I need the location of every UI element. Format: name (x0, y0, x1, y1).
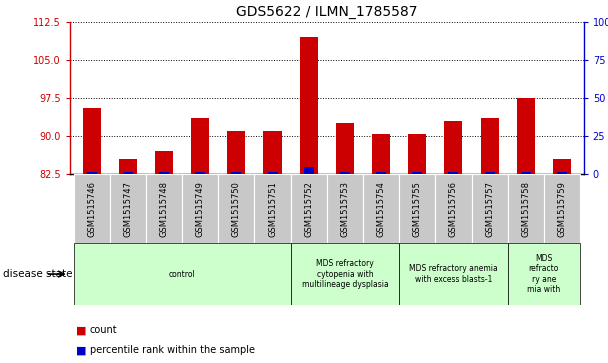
FancyBboxPatch shape (74, 174, 109, 243)
FancyBboxPatch shape (109, 174, 146, 243)
Text: GSM1515752: GSM1515752 (304, 181, 313, 237)
Bar (517, 98, 535, 174)
Text: GSM1515749: GSM1515749 (196, 181, 205, 237)
Bar (304, 167, 314, 174)
FancyBboxPatch shape (435, 174, 472, 243)
Text: GSM1515757: GSM1515757 (485, 181, 494, 237)
Title: GDS5622 / ILMN_1785587: GDS5622 / ILMN_1785587 (236, 5, 418, 19)
Bar (268, 172, 277, 174)
Bar (227, 131, 246, 174)
FancyBboxPatch shape (254, 174, 291, 243)
Text: control: control (168, 270, 195, 278)
FancyBboxPatch shape (472, 174, 508, 243)
Bar (480, 118, 499, 174)
FancyBboxPatch shape (327, 174, 363, 243)
FancyBboxPatch shape (399, 174, 435, 243)
Text: MDS
refracto
ry ane
mia with: MDS refracto ry ane mia with (527, 254, 561, 294)
Bar (336, 123, 354, 174)
Bar (412, 172, 422, 174)
Text: ■: ■ (76, 345, 86, 355)
Text: ■: ■ (76, 325, 86, 335)
Text: MDS refractory anemia
with excess blasts-1: MDS refractory anemia with excess blasts… (409, 264, 498, 284)
Bar (195, 172, 205, 174)
Bar (557, 172, 567, 174)
FancyBboxPatch shape (508, 243, 580, 305)
FancyBboxPatch shape (74, 243, 291, 305)
Bar (408, 134, 426, 174)
Bar (232, 172, 241, 174)
Bar (340, 172, 350, 174)
Bar (444, 121, 463, 174)
Bar (159, 172, 169, 174)
Text: GSM1515758: GSM1515758 (521, 181, 530, 237)
FancyBboxPatch shape (544, 174, 580, 243)
Bar (155, 151, 173, 174)
Bar (521, 172, 531, 174)
Text: GSM1515751: GSM1515751 (268, 181, 277, 237)
Bar (485, 172, 494, 174)
FancyBboxPatch shape (182, 174, 218, 243)
Bar (87, 172, 97, 174)
Text: GSM1515753: GSM1515753 (340, 181, 350, 237)
Bar (263, 131, 282, 174)
FancyBboxPatch shape (146, 174, 182, 243)
Text: GSM1515747: GSM1515747 (123, 181, 133, 237)
Bar (376, 172, 386, 174)
Bar (372, 134, 390, 174)
Text: count: count (90, 325, 117, 335)
Bar (300, 37, 318, 174)
Text: GSM1515754: GSM1515754 (376, 181, 385, 237)
FancyBboxPatch shape (363, 174, 399, 243)
Bar (553, 159, 571, 174)
Text: MDS refractory
cytopenia with
multilineage dysplasia: MDS refractory cytopenia with multilinea… (302, 259, 389, 289)
Bar (83, 108, 101, 174)
Text: disease state: disease state (3, 269, 72, 279)
FancyBboxPatch shape (291, 174, 327, 243)
Bar (191, 118, 209, 174)
Bar (123, 172, 133, 174)
Text: GSM1515756: GSM1515756 (449, 181, 458, 237)
FancyBboxPatch shape (508, 174, 544, 243)
FancyBboxPatch shape (218, 174, 254, 243)
Text: GSM1515750: GSM1515750 (232, 181, 241, 237)
Text: GSM1515748: GSM1515748 (159, 181, 168, 237)
FancyBboxPatch shape (399, 243, 508, 305)
Bar (119, 159, 137, 174)
Text: GSM1515755: GSM1515755 (413, 181, 422, 237)
Text: percentile rank within the sample: percentile rank within the sample (90, 345, 255, 355)
Bar (449, 172, 458, 174)
FancyBboxPatch shape (291, 243, 399, 305)
Text: GSM1515759: GSM1515759 (558, 181, 567, 237)
Text: GSM1515746: GSM1515746 (87, 181, 96, 237)
